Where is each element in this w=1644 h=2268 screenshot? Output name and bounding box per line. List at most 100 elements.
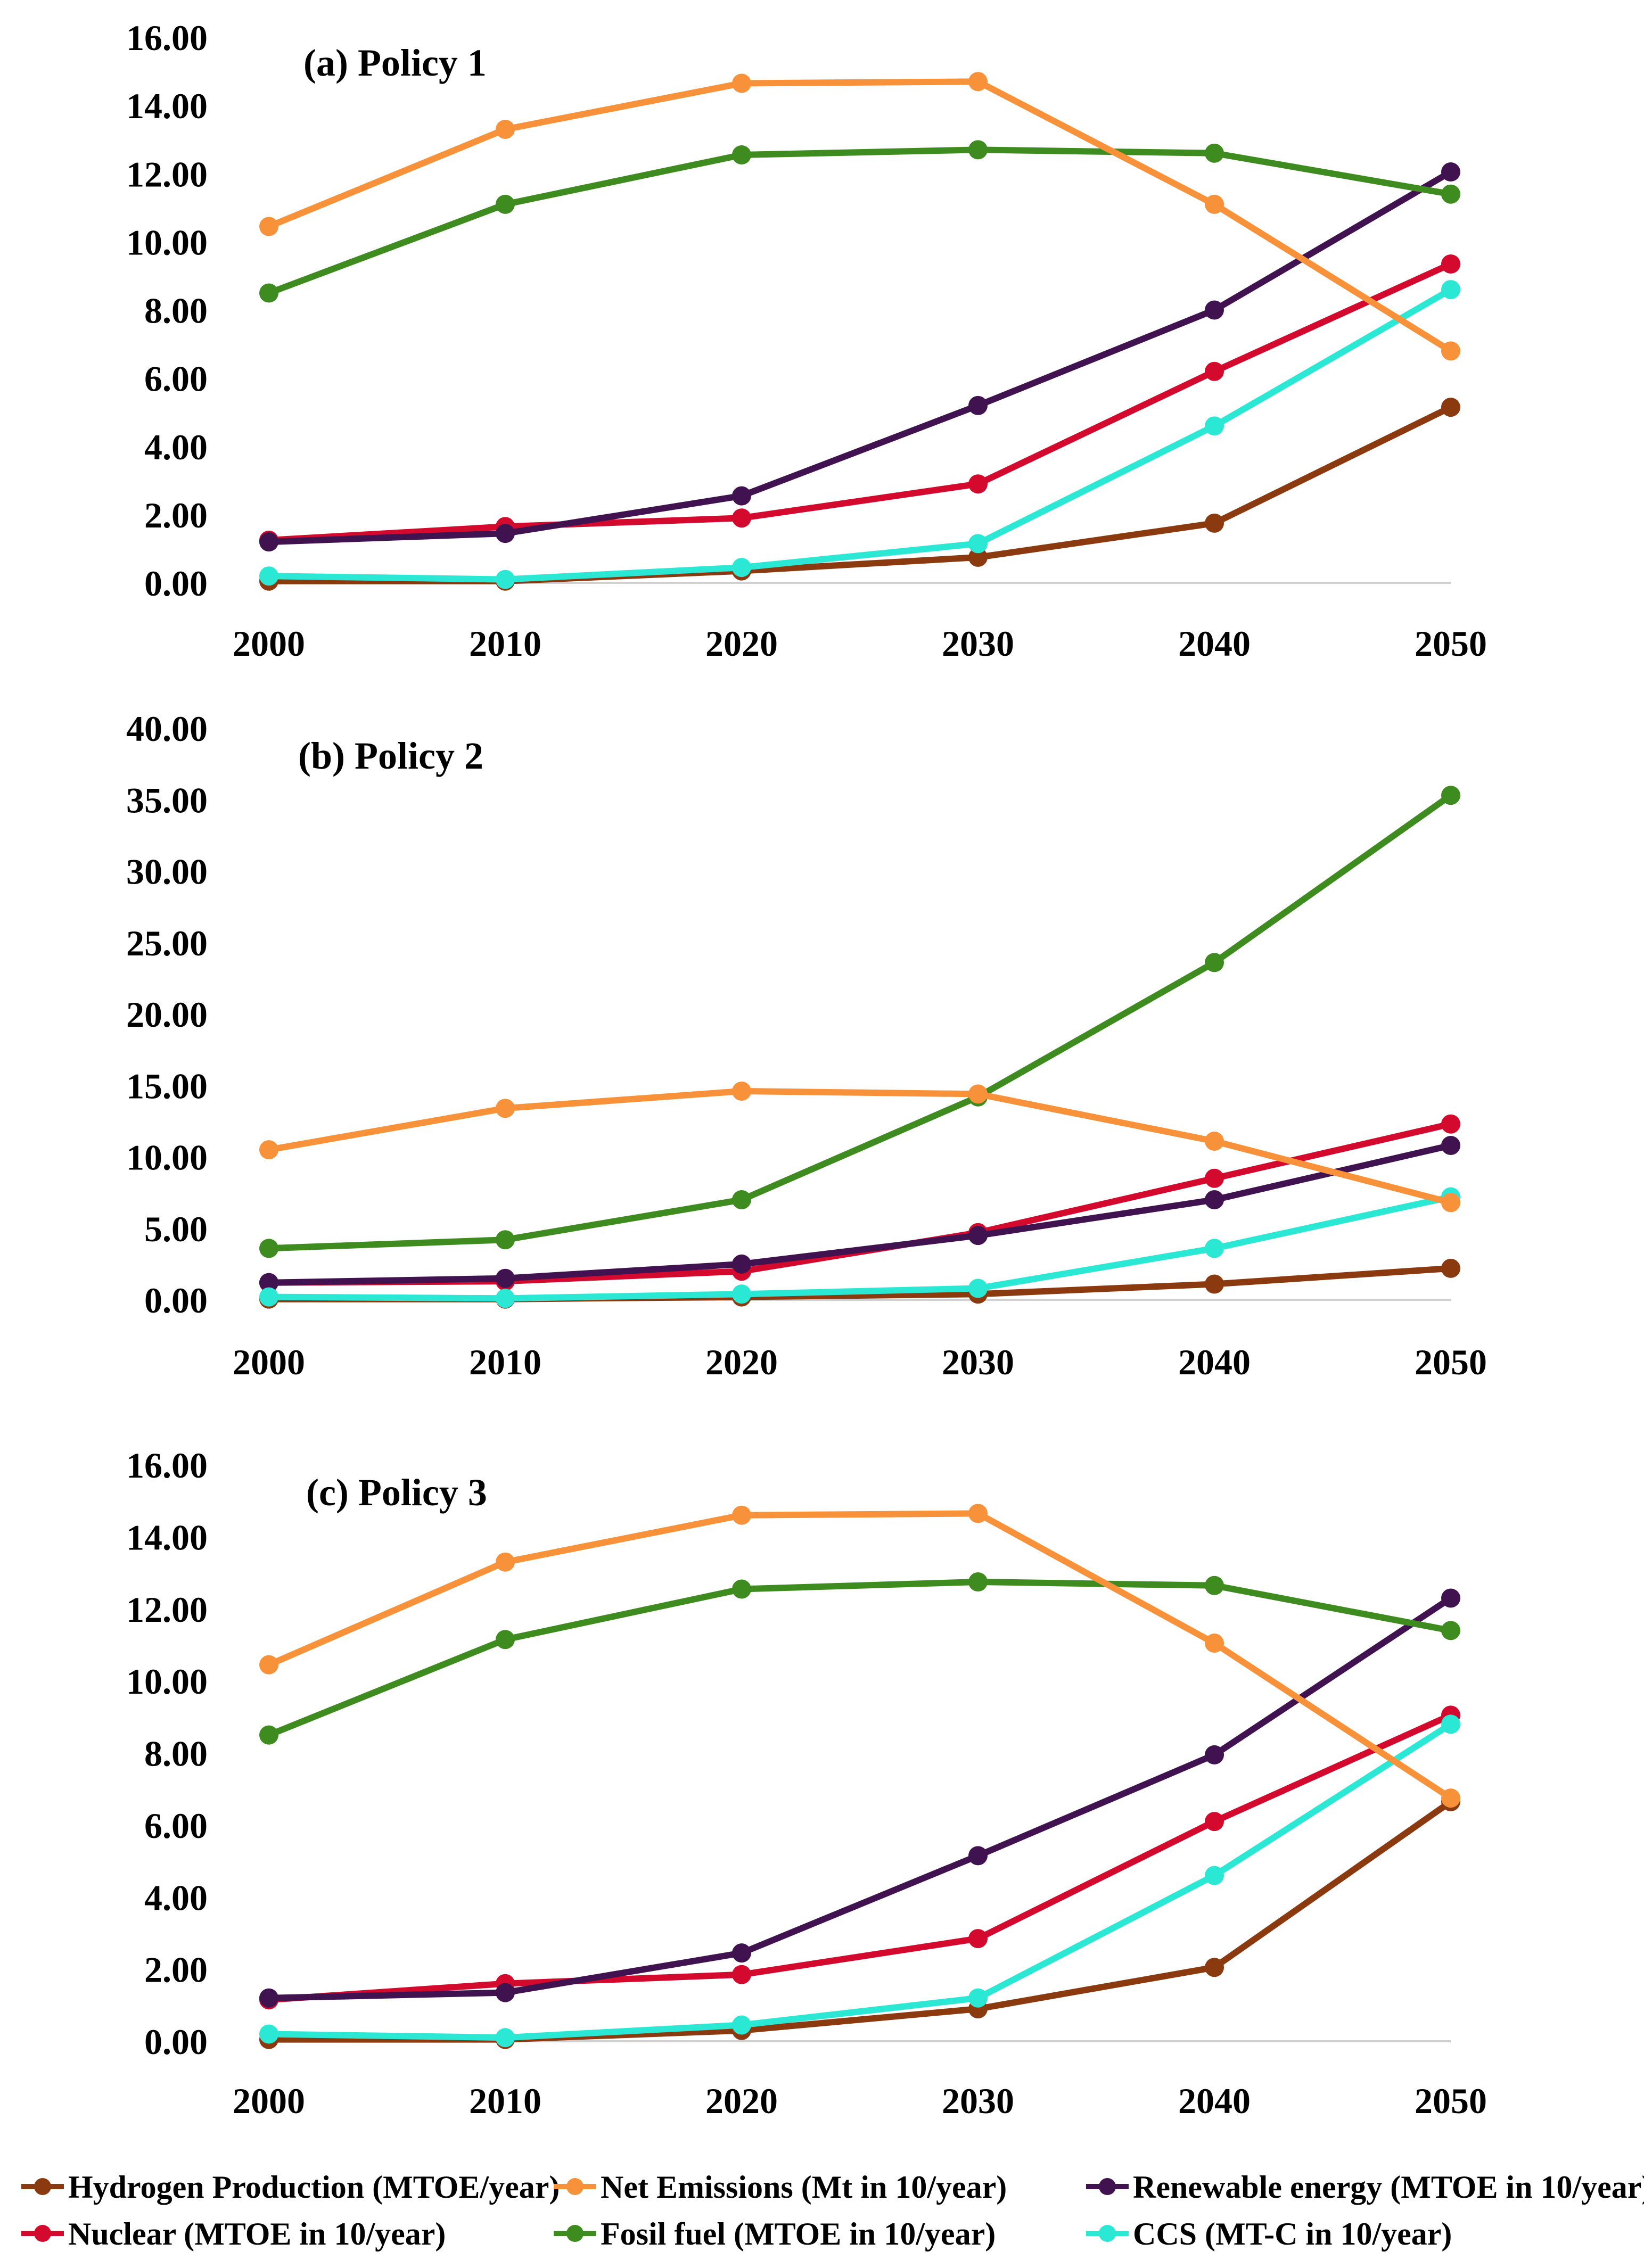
legend-item: Net Emissions (Mt in 10/year)	[554, 2170, 1007, 2205]
data-point	[1205, 1274, 1224, 1294]
series-renewable	[259, 162, 1460, 552]
x-tick-label: 2050	[1415, 2081, 1487, 2121]
legend-label: Fosil fuel (MTOE in 10/year)	[601, 2216, 996, 2251]
x-tick-label: 2030	[942, 2081, 1014, 2121]
panel-title: (b) Policy 2	[298, 735, 483, 777]
series-net	[259, 1504, 1460, 1808]
series-nuclear	[259, 1114, 1460, 1292]
data-point	[496, 1099, 515, 1118]
x-tick-label: 2040	[1178, 623, 1251, 664]
y-tick-label: 14.00	[126, 86, 208, 126]
y-tick-label: 20.00	[126, 994, 208, 1035]
data-point	[1205, 1168, 1224, 1188]
panel-title: (c) Policy 3	[306, 1471, 487, 1514]
data-point	[1205, 953, 1224, 972]
y-tick-label: 5.00	[144, 1209, 208, 1249]
series-line	[266, 1142, 1454, 1286]
series-line	[266, 1595, 1454, 2001]
series-line	[266, 261, 1454, 543]
y-tick-label: 40.00	[126, 708, 208, 749]
data-point	[732, 2015, 751, 2035]
series-fosil	[259, 1572, 1460, 1745]
series-ccs	[259, 280, 1460, 589]
legend-label: CCS (MT-C in 10/year)	[1133, 2216, 1452, 2251]
y-tick-label: 25.00	[126, 923, 208, 963]
data-point	[732, 486, 751, 506]
y-tick-label: 12.00	[126, 154, 208, 194]
x-tick-label: 2040	[1178, 1342, 1251, 1382]
data-point	[259, 566, 278, 586]
series-nuclear	[259, 254, 1460, 550]
y-tick-label: 30.00	[126, 852, 208, 892]
data-point	[1441, 1621, 1460, 1640]
data-point	[968, 72, 988, 92]
y-tick-label: 6.00	[144, 1805, 208, 1846]
data-point	[259, 1239, 278, 1258]
data-point	[1205, 143, 1224, 163]
legend-item: Fosil fuel (MTOE in 10/year)	[554, 2216, 996, 2251]
legend-label: Hydrogen Production (MTOE/year)	[68, 2170, 560, 2205]
data-point	[259, 532, 278, 552]
data-point	[496, 119, 515, 139]
x-tick-label: 2000	[233, 2081, 305, 2121]
data-point	[1441, 184, 1460, 204]
y-tick-label: 4.00	[144, 427, 208, 467]
series-line	[266, 1088, 1454, 1206]
data-point	[1441, 786, 1460, 805]
series-net	[259, 72, 1460, 361]
data-point	[1205, 1958, 1224, 1977]
series-line	[266, 146, 1454, 296]
data-point	[1205, 1239, 1224, 1258]
data-point	[968, 547, 988, 567]
series-line	[266, 1193, 1454, 1302]
x-tick-label: 2030	[942, 1342, 1014, 1382]
data-point	[1441, 1114, 1460, 1134]
data-point	[1441, 1136, 1460, 1156]
legend-swatch-marker	[34, 2178, 51, 2195]
data-point	[732, 1579, 751, 1599]
data-point	[732, 1505, 751, 1525]
chart-panel-1: 0.00 2.00 4.00 6.00 8.00 10.00 12.00 14.00 16.00…	[126, 18, 1487, 664]
data-point	[968, 140, 988, 160]
data-point	[968, 1084, 988, 1104]
x-tick-label: 2000	[233, 1342, 305, 1382]
legend-swatch-marker	[1099, 2178, 1116, 2195]
x-tick-label: 2010	[469, 2081, 541, 2121]
data-point	[968, 1572, 988, 1591]
y-tick-label: 4.00	[144, 1877, 208, 1918]
data-point	[496, 570, 515, 589]
data-point	[732, 145, 751, 165]
series-line	[266, 286, 1454, 583]
series-hydrogen	[259, 398, 1460, 591]
x-tick-label: 2020	[705, 1342, 778, 1382]
data-point	[1205, 1866, 1224, 1885]
data-point	[1441, 254, 1460, 274]
data-point	[968, 1846, 988, 1866]
data-point	[968, 474, 988, 494]
legend-swatch-marker	[34, 2225, 51, 2242]
data-point	[496, 1268, 515, 1288]
data-point	[259, 1140, 278, 1160]
data-point	[1441, 1258, 1460, 1278]
data-point	[732, 1965, 751, 1984]
data-point	[1205, 194, 1224, 214]
data-point	[259, 1988, 278, 2008]
y-tick-label: 8.00	[144, 291, 208, 331]
x-tick-label: 2010	[469, 623, 541, 664]
x-tick-label: 2000	[233, 623, 305, 664]
x-tick-label: 2010	[469, 1342, 541, 1382]
data-point	[968, 395, 988, 415]
data-point	[496, 1983, 515, 2002]
series-line	[266, 1510, 1454, 1802]
legend-item: Hydrogen Production (MTOE/year)	[21, 2170, 560, 2205]
data-point	[732, 1284, 751, 1304]
y-tick-label: 16.00	[126, 18, 208, 58]
data-point	[259, 283, 278, 303]
data-point	[1205, 1634, 1224, 1653]
data-point	[732, 1254, 751, 1274]
y-tick-label: 15.00	[126, 1066, 208, 1106]
data-point	[1205, 1190, 1224, 1210]
data-point	[1441, 1714, 1460, 1734]
y-tick-label: 0.00	[144, 1280, 208, 1321]
